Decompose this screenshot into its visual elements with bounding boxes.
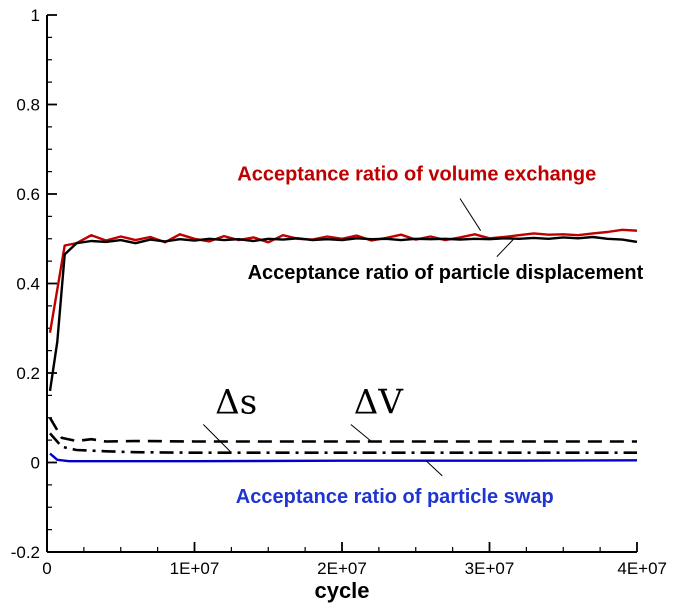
math-symbol-label: Δs: [215, 382, 257, 422]
series-line-0: [48, 228, 638, 333]
series-line-3: [49, 432, 637, 455]
y-tick-label: 1: [31, 6, 40, 25]
y-tick-label: 0.8: [16, 96, 40, 115]
annotation-label: Acceptance ratio of volume exchange: [237, 164, 596, 186]
x-tick-label: 4E+07: [617, 559, 667, 578]
x-tick-label: 2E+07: [317, 559, 367, 578]
annotation-leader-line: [202, 424, 232, 454]
y-tick-label: 0.6: [16, 185, 40, 204]
x-tick-label: 3E+07: [465, 559, 515, 578]
x-axis-title: cycle: [314, 578, 369, 603]
x-tick-label: 1E+07: [170, 559, 220, 578]
x-tick-label: 0: [42, 559, 51, 578]
series-line-4: [49, 452, 638, 463]
annotation-label: Acceptance ratio of particle swap: [236, 486, 554, 508]
annotation-leader-line: [350, 424, 372, 442]
annotation-leader-line: [459, 198, 482, 231]
y-tick-label: 0: [31, 454, 40, 473]
math-symbol-label: ΔV: [354, 382, 405, 422]
y-tick-label: -0.2: [11, 543, 40, 562]
series-layer: [48, 228, 638, 463]
series-line-1: [48, 235, 638, 392]
y-tick-label: 0.2: [16, 364, 40, 383]
annotation-leader-line: [496, 239, 514, 257]
annotation-label: Acceptance ratio of particle displacemen…: [248, 262, 644, 284]
series-line-2: [48, 417, 637, 443]
annotation-leader-line: [425, 460, 443, 477]
annotation-layer: Acceptance ratio of volume exchange Accep…: [202, 164, 644, 508]
y-tick-label: 0.4: [16, 275, 40, 294]
